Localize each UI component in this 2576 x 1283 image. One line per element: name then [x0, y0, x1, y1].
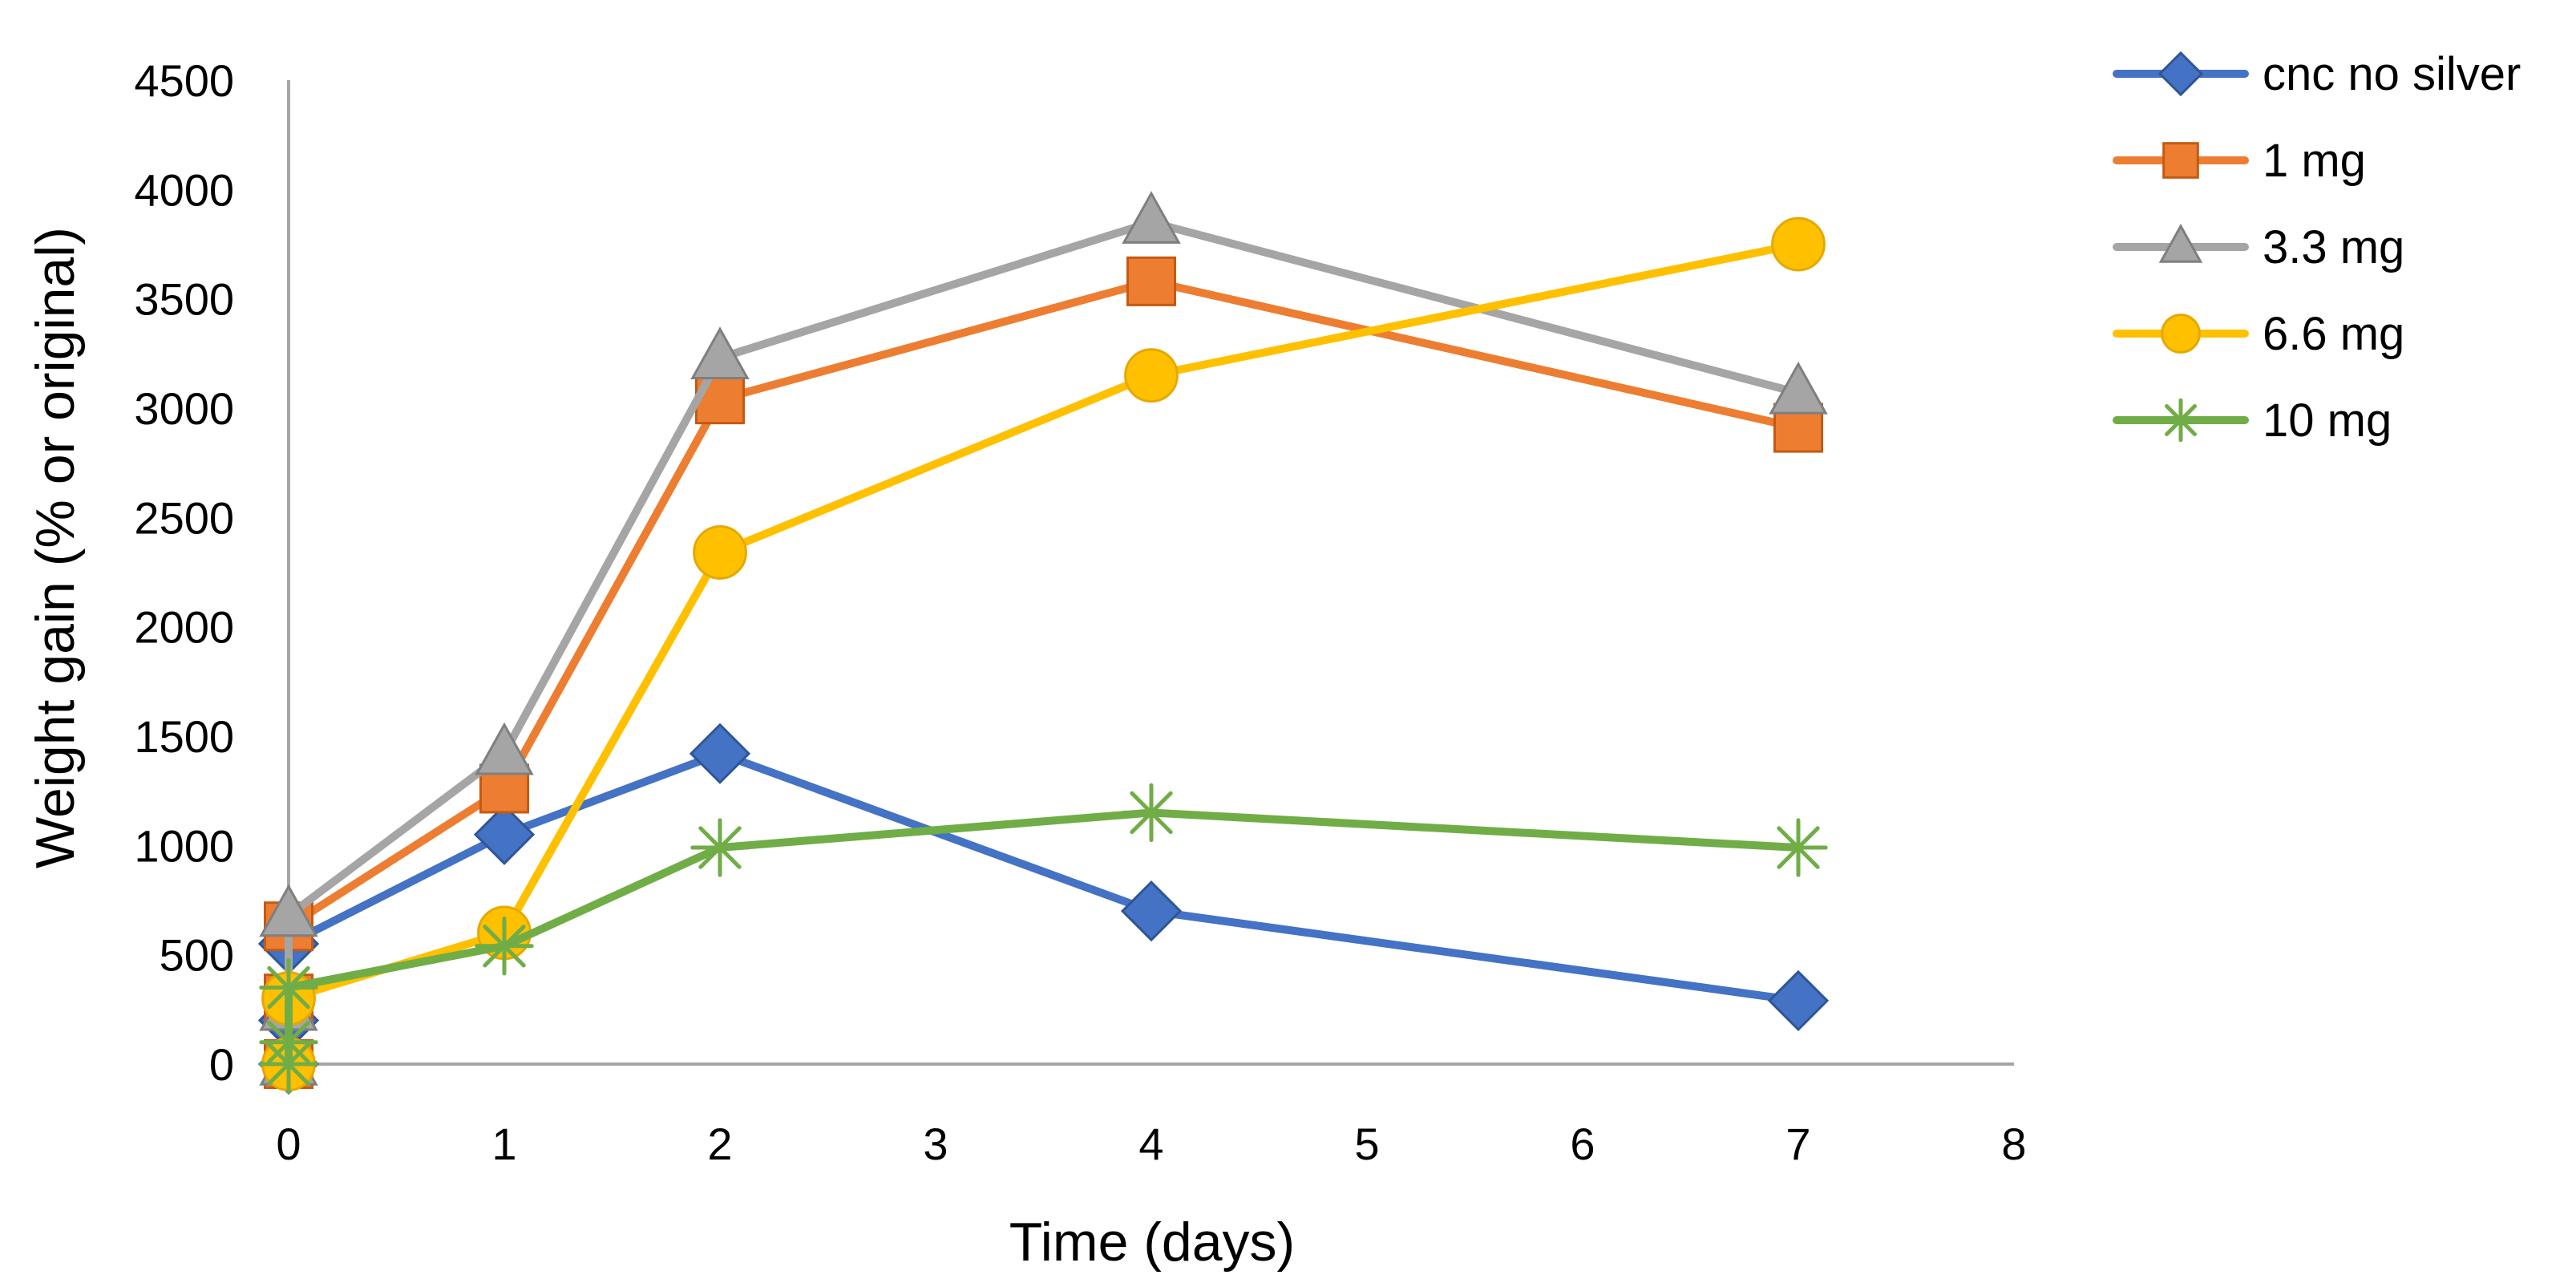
legend-marker — [2162, 142, 2199, 179]
legend-marker — [2158, 398, 2203, 443]
data-point-3-3-mg — [1769, 361, 1828, 415]
legend-item-cnc-no-silver: cnc no silver — [2113, 48, 2521, 100]
x-tick-label: 7 — [1785, 1119, 1810, 1169]
y-tick-label: 3000 — [134, 383, 234, 434]
data-point-3-3-mg — [259, 884, 318, 937]
y-tick-labels: 0 500 1000 1500 2000 2500 3000 3500 4000 4500 — [134, 55, 234, 1090]
series-6-6-mg — [261, 217, 1826, 1091]
x-tick-label: 0 — [276, 1119, 301, 1169]
data-point-10-mg — [1122, 783, 1181, 843]
legend-item-10-mg: 10 mg — [2113, 395, 2392, 447]
data-point-cnc-no-silver — [473, 803, 536, 865]
legend: cnc no silver 1 mg 3.3 mg 6.6 mg 10 mg — [2113, 48, 2521, 447]
legend-item-3-3-mg: 3.3 mg — [2113, 221, 2404, 273]
data-point-3-3-mg — [475, 722, 534, 775]
legend-marker — [2158, 223, 2203, 263]
legend-label: 1 mg — [2263, 135, 2366, 187]
legend-item-1-mg: 1 mg — [2113, 135, 2366, 187]
x-tick-label: 5 — [1354, 1119, 1379, 1169]
y-tick-label: 1500 — [134, 711, 234, 762]
y-tick-label: 4500 — [134, 55, 234, 106]
y-tick-label: 0 — [209, 1039, 234, 1090]
series-layer — [257, 191, 1830, 1095]
x-tick-label: 2 — [707, 1119, 732, 1169]
legend-label: 10 mg — [2263, 395, 2392, 447]
legend-label: 3.3 mg — [2263, 221, 2404, 273]
series-1-mg — [263, 256, 1824, 1090]
series-10-mg — [259, 783, 1828, 1094]
y-tick-label: 4000 — [134, 164, 234, 215]
x-tick-label: 6 — [1570, 1119, 1595, 1169]
legend-label: cnc no silver — [2263, 48, 2521, 100]
x-tick-label: 8 — [2001, 1119, 2026, 1169]
data-point-cnc-no-silver — [1120, 880, 1183, 942]
data-point-cnc-no-silver — [1767, 969, 1830, 1032]
data-point-10-mg — [1769, 818, 1828, 877]
y-tick-label: 1000 — [134, 820, 234, 871]
data-point-cnc-no-silver — [689, 722, 751, 784]
legend-label: 6.6 mg — [2263, 308, 2404, 360]
y-tick-label: 2500 — [134, 492, 234, 543]
data-point-3-3-mg — [690, 326, 750, 379]
x-tick-label: 4 — [1138, 1119, 1163, 1169]
data-point-10-mg — [690, 818, 750, 877]
legend-marker — [2161, 314, 2201, 354]
data-point-6-6-mg — [1771, 217, 1826, 272]
y-tick-label: 2000 — [134, 602, 234, 653]
data-point-1-mg — [1126, 256, 1177, 306]
data-point-6-6-mg — [1124, 348, 1179, 403]
x-axis-title: Time (days) — [1009, 1212, 1295, 1273]
y-tick-label: 500 — [160, 930, 234, 981]
y-tick-label: 3500 — [134, 274, 234, 325]
y-axis-title: Weight gain (% or original) — [25, 227, 86, 868]
data-point-6-6-mg — [693, 525, 747, 580]
data-point-3-3-mg — [1122, 191, 1181, 244]
x-tick-label: 1 — [491, 1119, 516, 1169]
x-tick-labels: 0 1 2 3 4 5 6 7 8 — [276, 1119, 2026, 1169]
legend-marker — [2157, 51, 2204, 97]
x-tick-label: 3 — [923, 1119, 948, 1169]
data-point-10-mg — [259, 1013, 318, 1072]
data-point-10-mg — [475, 917, 534, 976]
legend-item-6-6-mg: 6.6 mg — [2113, 308, 2404, 360]
data-point-10-mg — [259, 957, 318, 1018]
